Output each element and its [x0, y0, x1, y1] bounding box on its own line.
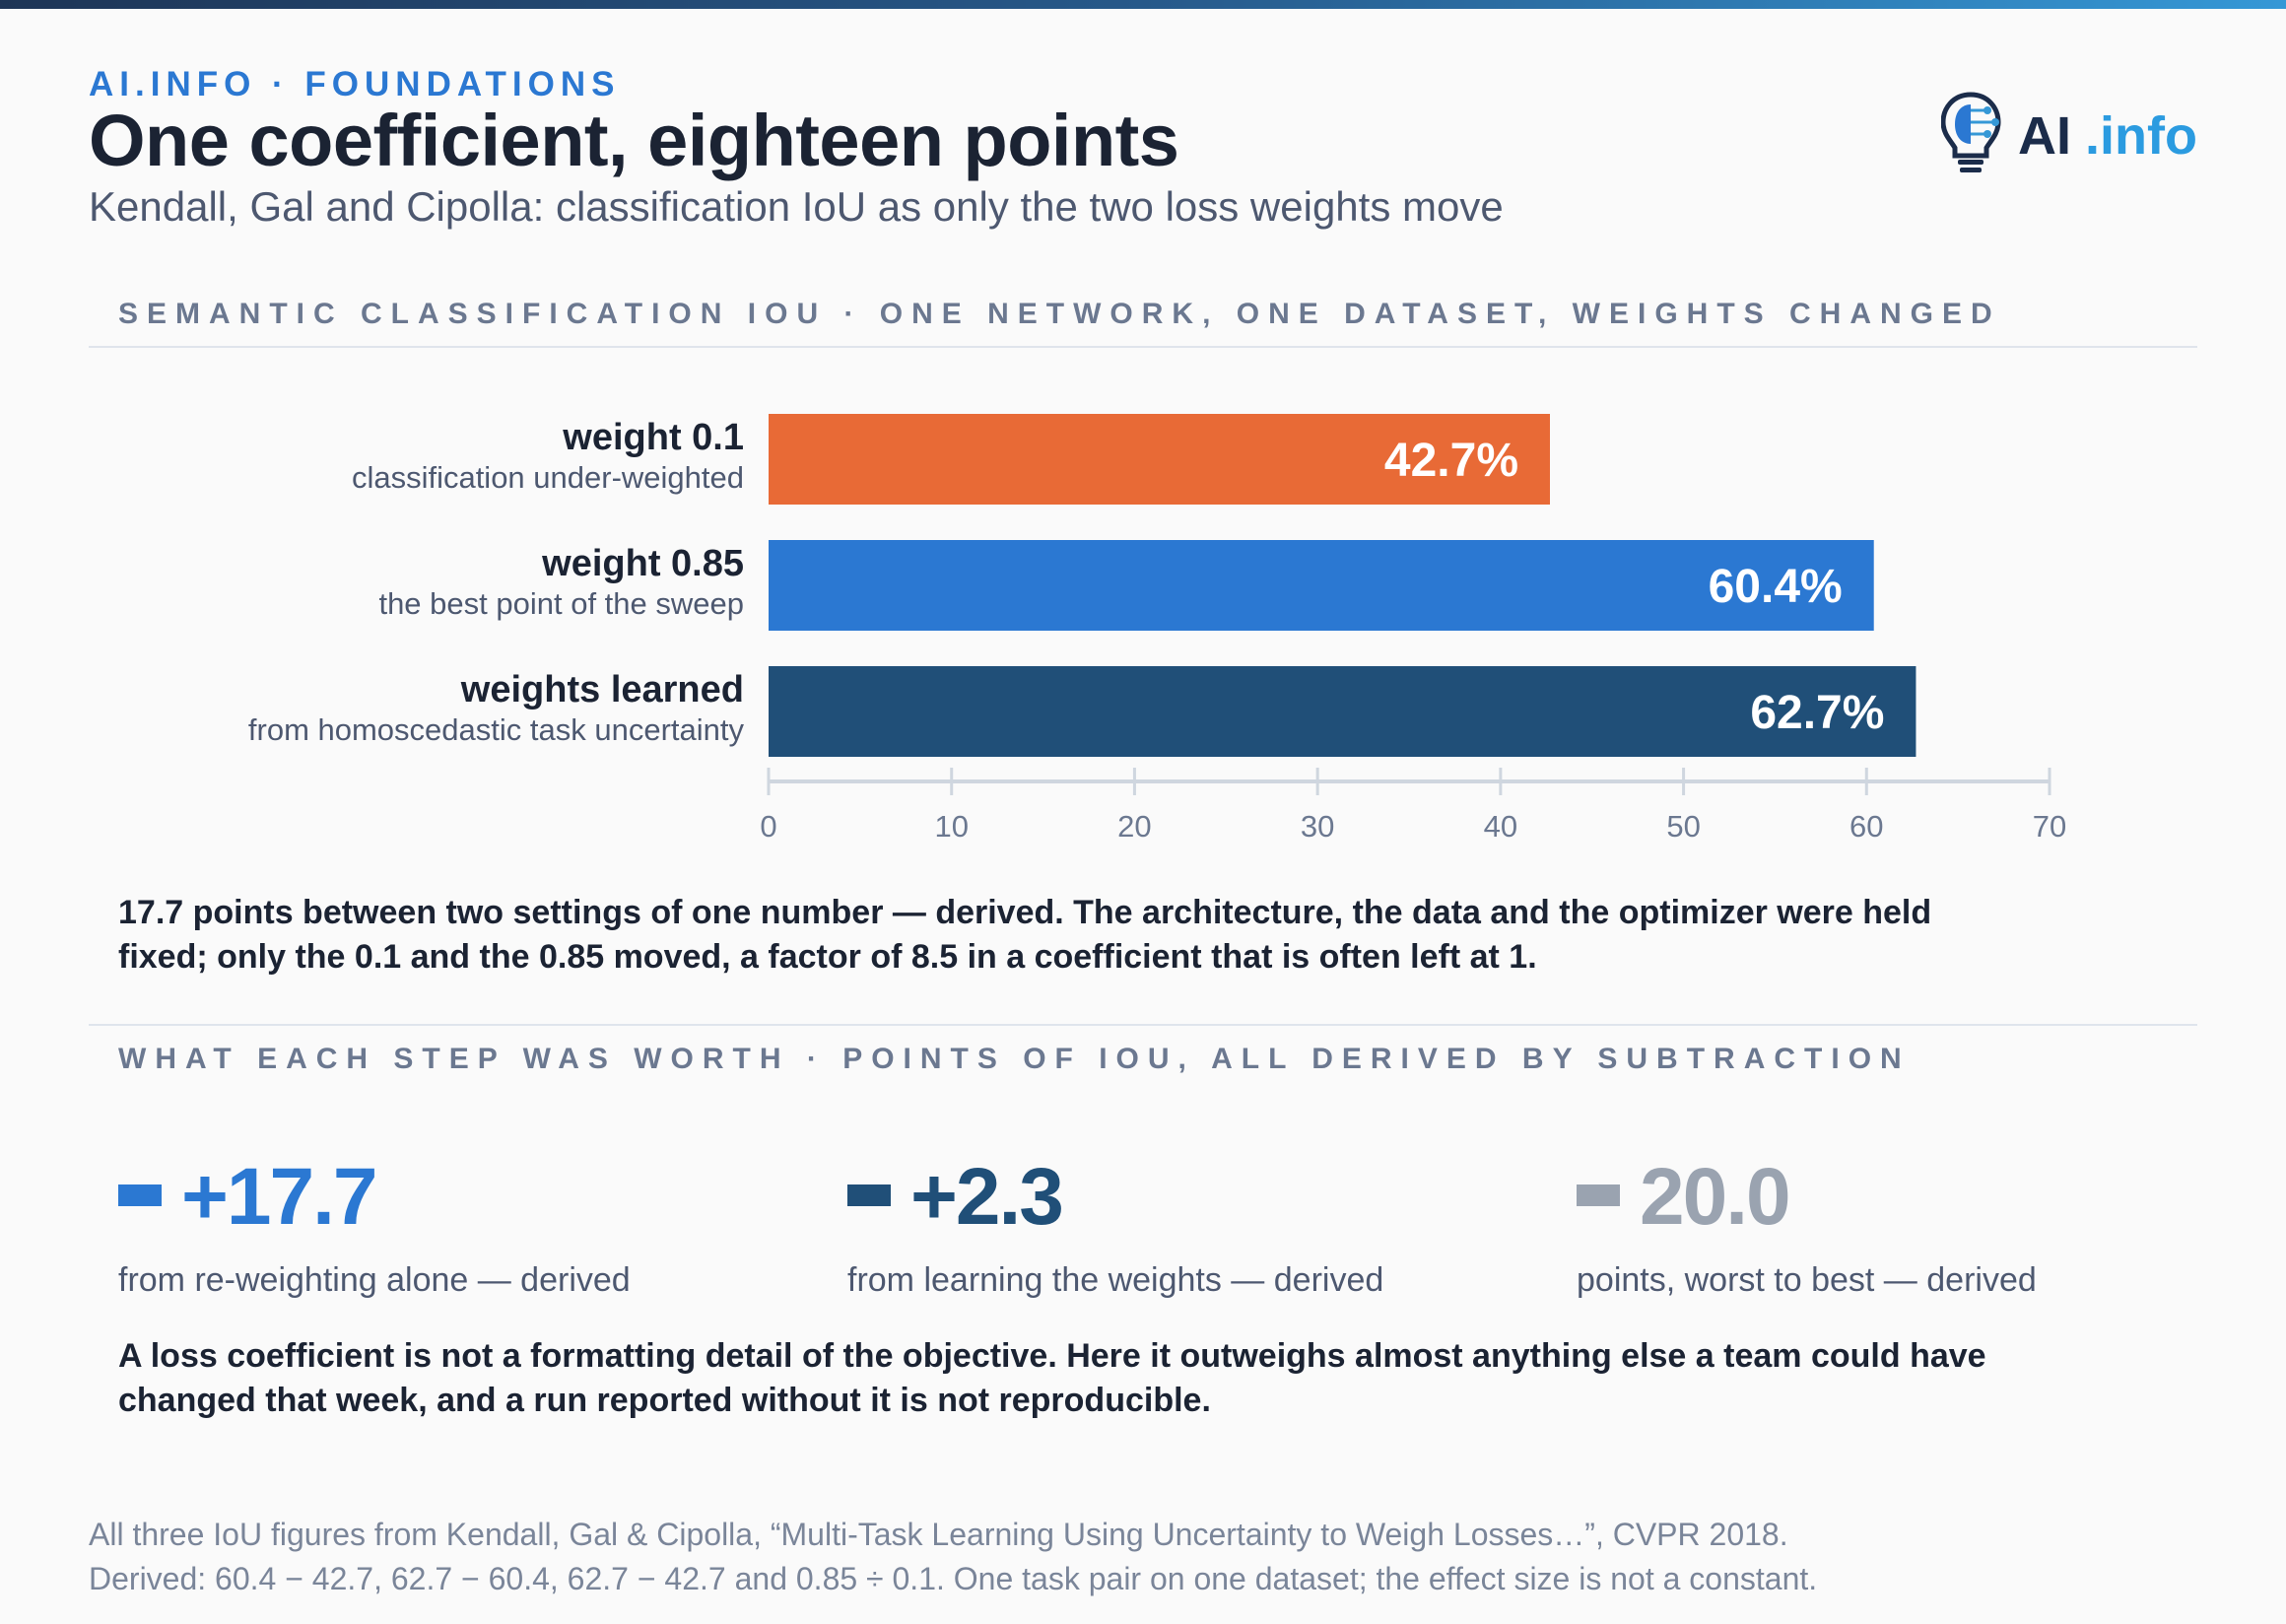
- bar-value-label: 60.4%: [1709, 561, 1843, 613]
- stat-color-chip: [1577, 1184, 1620, 1206]
- stats-section-label: WHAT EACH STEP WAS WORTH · POINTS OF IOU…: [118, 1043, 1911, 1075]
- closing-paragraph: A loss coefficient is not a formatting d…: [118, 1337, 1986, 1419]
- chart-section-label: SEMANTIC CLASSIFICATION IOU · ONE NETWOR…: [118, 298, 2001, 330]
- divider: [89, 346, 2197, 348]
- bar-value-label: 62.7%: [1750, 687, 1884, 739]
- category-label: weights learned: [460, 669, 744, 710]
- x-tick-label: 70: [2033, 809, 2066, 844]
- stat-value: +2.3: [910, 1152, 1064, 1242]
- category-note: the best point of the sweep: [378, 586, 744, 621]
- brand-logo: AI .info: [1941, 92, 2197, 172]
- stat-value: +17.7: [181, 1152, 377, 1242]
- category-note: from homoscedastic task uncertainty: [248, 712, 745, 747]
- x-tick-label: 20: [1117, 809, 1151, 844]
- category-label: weight 0.1: [562, 417, 744, 458]
- x-tick-label: 60: [1849, 809, 1883, 844]
- stat-caption: from learning the weights — derived: [847, 1261, 1384, 1299]
- bar: [769, 666, 1916, 757]
- lead-paragraph: 17.7 points between two settings of one …: [118, 894, 1932, 976]
- bar-value-label: 42.7%: [1384, 435, 1518, 487]
- lightbulb-brain-icon: [1941, 92, 2001, 172]
- logo-text-ai: AI: [2018, 106, 2071, 166]
- x-tick-label: 10: [934, 809, 968, 844]
- x-tick-label: 30: [1301, 809, 1334, 844]
- stat-caption: points, worst to best — derived: [1577, 1261, 2037, 1299]
- logo-text-info: .info: [2085, 106, 2197, 166]
- source-note: All three IoU figures from Kendall, Gal …: [89, 1513, 2158, 1601]
- category-label: weight 0.85: [541, 543, 744, 584]
- stat-caption: from re-weighting alone — derived: [118, 1261, 631, 1299]
- stat-value: 20.0: [1640, 1152, 1791, 1242]
- page-title: One coefficient, eighteen points: [89, 100, 1179, 181]
- x-tick-label: 40: [1484, 809, 1517, 844]
- stat-color-chip: [847, 1184, 891, 1206]
- page-subtitle: Kendall, Gal and Cipolla: classification…: [89, 183, 1504, 230]
- source-line: Derived: 60.4 − 42.7, 62.7 − 60.4, 62.7 …: [89, 1561, 1818, 1596]
- category-note: classification under-weighted: [352, 460, 744, 495]
- divider: [89, 1024, 2197, 1026]
- top-accent-bar: [0, 0, 2286, 9]
- x-tick-label: 50: [1666, 809, 1700, 844]
- stat-color-chip: [118, 1184, 162, 1206]
- kicker: AI.INFO · FOUNDATIONS: [89, 65, 621, 103]
- x-tick-label: 0: [760, 809, 776, 844]
- source-line: All three IoU figures from Kendall, Gal …: [89, 1517, 1788, 1552]
- bar: [769, 414, 1550, 505]
- bar: [769, 540, 1874, 631]
